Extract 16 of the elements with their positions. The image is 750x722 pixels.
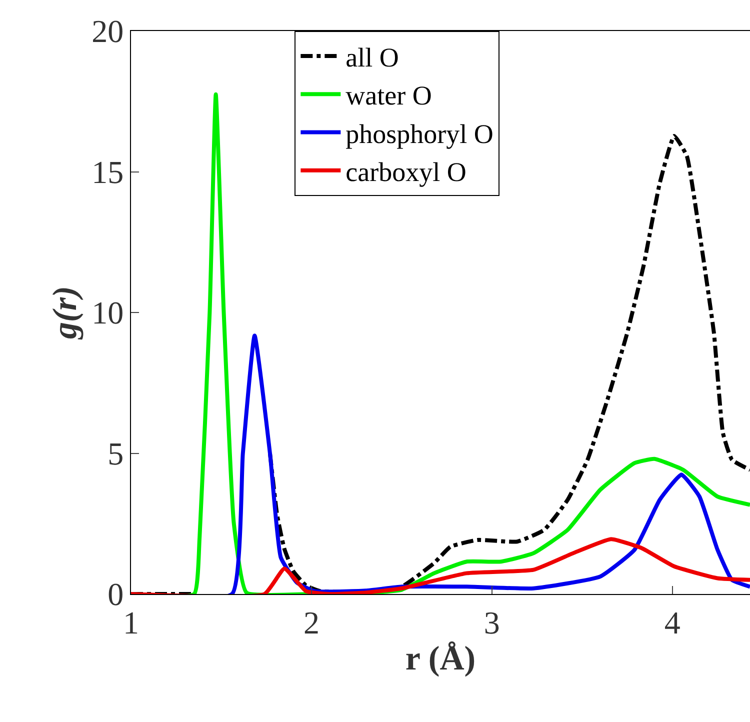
legend-label: water O	[346, 80, 432, 111]
x-tick-label: 2	[303, 604, 320, 640]
y-tick-label: 0	[108, 576, 124, 612]
x-tick-label: 3	[484, 604, 500, 640]
y-tick-label: 5	[108, 435, 124, 472]
y-tick-label: 10	[92, 294, 124, 331]
legend-label: all O	[346, 42, 399, 73]
x-tick-label: 4	[664, 604, 680, 640]
legend-label: carboxyl O	[346, 156, 466, 187]
legend-label: phosphoryl O	[346, 118, 494, 149]
y-tick-label: 20	[92, 13, 124, 50]
y-axis-title: g(r)	[47, 286, 84, 340]
x-tick-label: 1	[123, 604, 139, 640]
x-axis-title: r (Å)	[405, 640, 476, 678]
y-tick-label: 15	[92, 154, 124, 190]
line-series	[131, 537, 750, 594]
